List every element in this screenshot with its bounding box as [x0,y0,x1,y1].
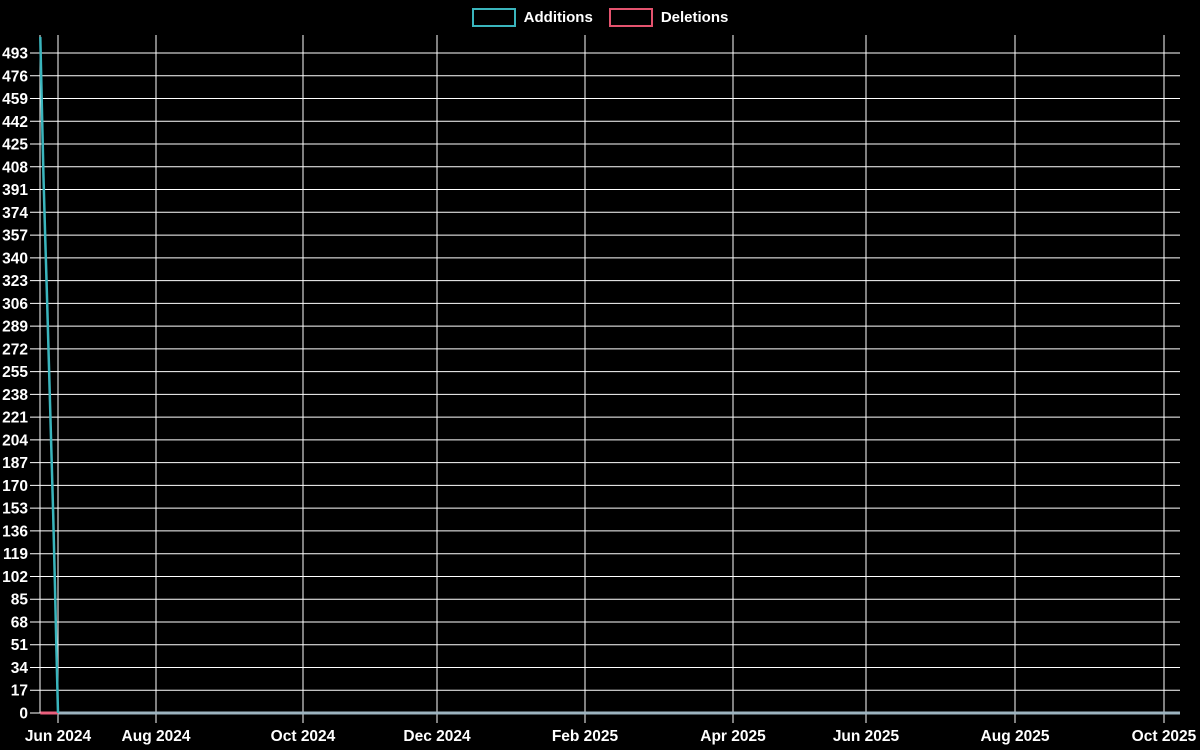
y-tick-label: 119 [3,546,28,563]
y-tick-label: 425 [2,137,28,154]
deletions-swatch-icon [608,8,653,27]
x-tick-label: Aug 2024 [122,728,191,745]
y-tick-label: 170 [2,478,28,495]
x-tick-label: Jun 2025 [833,728,900,745]
y-tick-label: 272 [2,341,28,358]
y-tick-label: 357 [2,228,28,245]
x-tick-label: Oct 2025 [1132,728,1197,745]
additions-swatch-icon [471,8,516,27]
y-tick-label: 442 [2,114,28,131]
legend-label-deletions: Deletions [660,9,729,26]
y-tick-label: 323 [2,273,28,290]
y-tick-label: 391 [2,182,28,199]
y-tick-label: 187 [2,455,28,472]
y-tick-label: 85 [11,592,29,609]
y-tick-label: 289 [2,319,28,336]
y-tick-label: 408 [2,159,28,176]
y-tick-label: 340 [2,250,28,267]
y-tick-label: 255 [2,364,28,381]
y-tick-label: 68 [11,614,29,631]
y-tick-label: 493 [2,46,28,63]
x-tick-label: Feb 2025 [552,728,619,745]
legend-item-deletions[interactable]: Deletions [608,8,729,27]
y-tick-label: 136 [2,523,28,540]
legend-item-additions[interactable]: Additions [471,8,593,27]
y-tick-label: 374 [2,205,28,222]
y-tick-label: 238 [2,387,28,404]
additions-line [39,36,60,714]
x-tick-label: Aug 2025 [981,728,1050,745]
y-tick-label: 102 [2,569,28,586]
y-tick-label: 17 [11,683,28,700]
y-tick-label: 306 [2,296,28,313]
y-tick-label: 459 [2,91,28,108]
y-tick-label: 204 [2,432,28,449]
y-tick-label: 51 [11,637,29,654]
y-tick-label: 221 [2,410,28,427]
x-tick-label: Oct 2024 [271,728,336,745]
x-tick-label: Dec 2024 [403,728,471,745]
y-tick-label: 153 [2,501,28,518]
y-tick-label: 0 [19,706,28,723]
chart-legend: Additions Deletions [0,8,1200,27]
x-tick-label: Jun 2024 [25,728,92,745]
y-tick-label: 34 [11,660,29,677]
y-tick-label: 476 [2,68,28,85]
x-tick-label: Apr 2025 [700,728,766,745]
legend-label-additions: Additions [523,9,593,26]
